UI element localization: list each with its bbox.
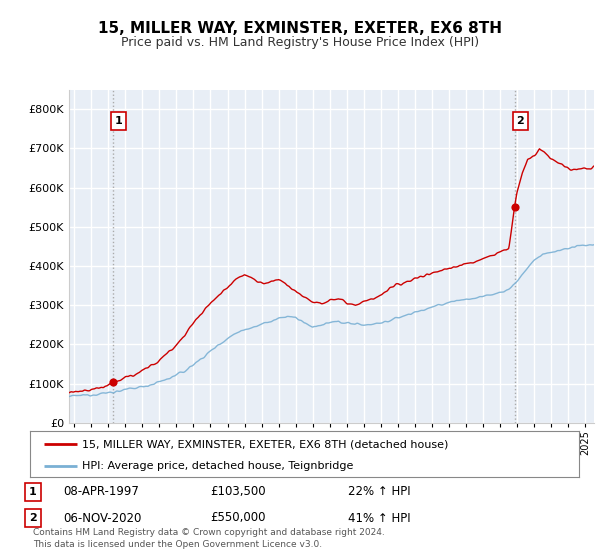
Text: 06-NOV-2020: 06-NOV-2020 — [63, 511, 142, 525]
Text: £550,000: £550,000 — [210, 511, 265, 525]
Text: 15, MILLER WAY, EXMINSTER, EXETER, EX6 8TH: 15, MILLER WAY, EXMINSTER, EXETER, EX6 8… — [98, 21, 502, 36]
Text: 22% ↑ HPI: 22% ↑ HPI — [348, 485, 410, 498]
Text: £103,500: £103,500 — [210, 485, 266, 498]
Text: Price paid vs. HM Land Registry's House Price Index (HPI): Price paid vs. HM Land Registry's House … — [121, 36, 479, 49]
Text: 41% ↑ HPI: 41% ↑ HPI — [348, 511, 410, 525]
Text: Contains HM Land Registry data © Crown copyright and database right 2024.
This d: Contains HM Land Registry data © Crown c… — [33, 528, 385, 549]
Text: 1: 1 — [29, 487, 37, 497]
Point — [510, 203, 520, 212]
Text: 2: 2 — [517, 116, 524, 126]
Text: HPI: Average price, detached house, Teignbridge: HPI: Average price, detached house, Teig… — [82, 461, 353, 470]
Point — [108, 378, 118, 387]
Text: 15, MILLER WAY, EXMINSTER, EXETER, EX6 8TH (detached house): 15, MILLER WAY, EXMINSTER, EXETER, EX6 8… — [82, 439, 449, 449]
Text: 1: 1 — [115, 116, 122, 126]
Text: 2: 2 — [29, 513, 37, 523]
Text: 08-APR-1997: 08-APR-1997 — [63, 485, 139, 498]
